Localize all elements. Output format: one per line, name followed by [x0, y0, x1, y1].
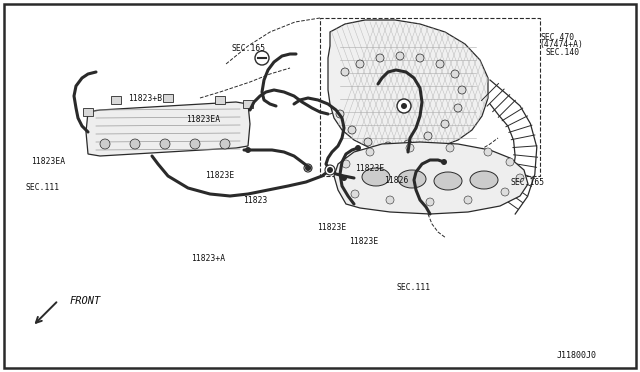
Circle shape: [327, 167, 333, 173]
Polygon shape: [328, 20, 488, 152]
Ellipse shape: [398, 170, 426, 188]
Circle shape: [351, 190, 359, 198]
Ellipse shape: [362, 168, 390, 186]
Circle shape: [336, 110, 344, 118]
Text: 11823+A: 11823+A: [191, 254, 225, 263]
Circle shape: [516, 174, 524, 182]
Text: (47474+A): (47474+A): [540, 40, 584, 49]
Circle shape: [401, 103, 407, 109]
Text: 11823+B: 11823+B: [128, 94, 162, 103]
Bar: [243, 100, 253, 108]
Circle shape: [356, 60, 364, 68]
Text: 11823EA: 11823EA: [31, 157, 65, 166]
Circle shape: [416, 54, 424, 62]
Text: SEC.140: SEC.140: [545, 48, 579, 57]
Circle shape: [305, 165, 311, 171]
Text: 11823E: 11823E: [355, 164, 385, 173]
Text: FRONT: FRONT: [69, 296, 100, 305]
Circle shape: [441, 159, 447, 165]
Circle shape: [424, 132, 432, 140]
Circle shape: [355, 145, 361, 151]
Circle shape: [341, 175, 347, 181]
Circle shape: [376, 54, 384, 62]
Circle shape: [255, 51, 269, 65]
Text: 11826: 11826: [384, 176, 408, 185]
Text: 11823E: 11823E: [349, 237, 378, 246]
Bar: [163, 94, 173, 102]
Text: SEC.165: SEC.165: [511, 178, 545, 187]
Circle shape: [341, 68, 349, 76]
Circle shape: [220, 139, 230, 149]
Circle shape: [464, 196, 472, 204]
Circle shape: [130, 139, 140, 149]
Polygon shape: [334, 142, 528, 214]
Text: SEC.111: SEC.111: [397, 283, 431, 292]
Circle shape: [446, 144, 454, 152]
Text: J11800J0: J11800J0: [557, 351, 596, 360]
Circle shape: [441, 120, 449, 128]
Text: SEC.111: SEC.111: [26, 183, 60, 192]
Circle shape: [384, 142, 392, 150]
Bar: [320, 18, 540, 176]
Circle shape: [426, 198, 434, 206]
Circle shape: [454, 104, 462, 112]
Text: 11823E: 11823E: [205, 171, 234, 180]
Bar: [215, 96, 225, 104]
Circle shape: [404, 140, 412, 148]
Circle shape: [458, 86, 466, 94]
Polygon shape: [86, 102, 250, 156]
Text: 11823: 11823: [243, 196, 268, 205]
Circle shape: [342, 160, 350, 168]
Circle shape: [436, 60, 444, 68]
Ellipse shape: [434, 172, 462, 190]
Circle shape: [245, 147, 251, 153]
Circle shape: [364, 138, 372, 146]
Circle shape: [100, 139, 110, 149]
Text: SEC.165: SEC.165: [232, 44, 266, 53]
Circle shape: [190, 139, 200, 149]
Circle shape: [386, 196, 394, 204]
Circle shape: [160, 139, 170, 149]
Circle shape: [506, 158, 514, 166]
Bar: [83, 108, 93, 116]
Circle shape: [396, 52, 404, 60]
Circle shape: [348, 126, 356, 134]
Circle shape: [484, 148, 492, 156]
Text: 11823E: 11823E: [317, 223, 346, 232]
Circle shape: [451, 70, 459, 78]
Text: 11823EA: 11823EA: [186, 115, 220, 124]
Circle shape: [397, 99, 411, 113]
Circle shape: [501, 188, 509, 196]
Bar: [111, 96, 121, 104]
Text: SEC.470: SEC.470: [541, 33, 575, 42]
Circle shape: [325, 165, 335, 175]
Ellipse shape: [470, 171, 498, 189]
Circle shape: [406, 144, 414, 152]
Circle shape: [366, 148, 374, 156]
